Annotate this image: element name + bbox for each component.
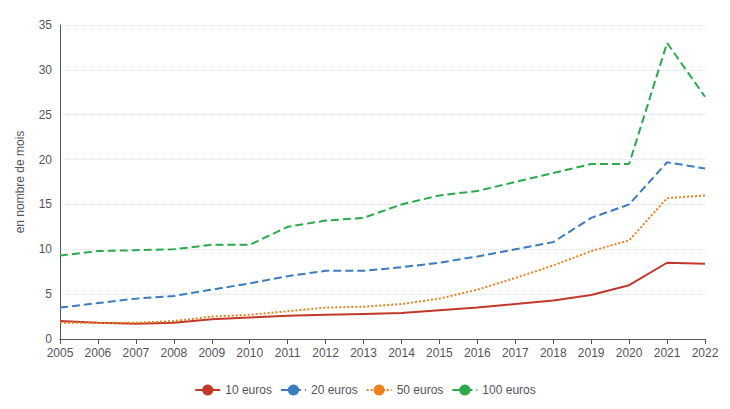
svg-text:2013: 2013 (350, 346, 377, 360)
svg-text:20 euros: 20 euros (311, 383, 358, 397)
svg-text:25: 25 (39, 108, 53, 122)
svg-text:2019: 2019 (578, 346, 605, 360)
svg-text:2020: 2020 (616, 346, 643, 360)
svg-text:2009: 2009 (198, 346, 225, 360)
svg-text:10: 10 (39, 242, 53, 256)
svg-text:2011: 2011 (275, 346, 301, 360)
svg-text:2008: 2008 (160, 346, 187, 360)
svg-text:2005: 2005 (47, 346, 74, 360)
svg-text:2021: 2021 (654, 346, 681, 360)
svg-text:15: 15 (39, 197, 53, 211)
svg-text:2016: 2016 (464, 346, 491, 360)
svg-text:2006: 2006 (85, 346, 112, 360)
svg-text:0: 0 (45, 332, 52, 346)
svg-text:en nombre de mois: en nombre de mois (13, 131, 27, 234)
svg-text:5: 5 (45, 287, 52, 301)
svg-text:10 euros: 10 euros (225, 383, 272, 397)
svg-text:2015: 2015 (426, 346, 453, 360)
svg-text:2018: 2018 (540, 346, 567, 360)
svg-text:2017: 2017 (502, 346, 529, 360)
svg-text:2014: 2014 (388, 346, 415, 360)
svg-text:20: 20 (39, 153, 53, 167)
svg-text:2022: 2022 (692, 346, 719, 360)
svg-text:30: 30 (39, 63, 53, 77)
svg-text:100 euros: 100 euros (482, 383, 535, 397)
svg-text:2010: 2010 (236, 346, 263, 360)
svg-text:2007: 2007 (123, 346, 150, 360)
svg-text:35: 35 (39, 18, 53, 32)
svg-text:50 euros: 50 euros (397, 383, 444, 397)
svg-text:2012: 2012 (312, 346, 339, 360)
